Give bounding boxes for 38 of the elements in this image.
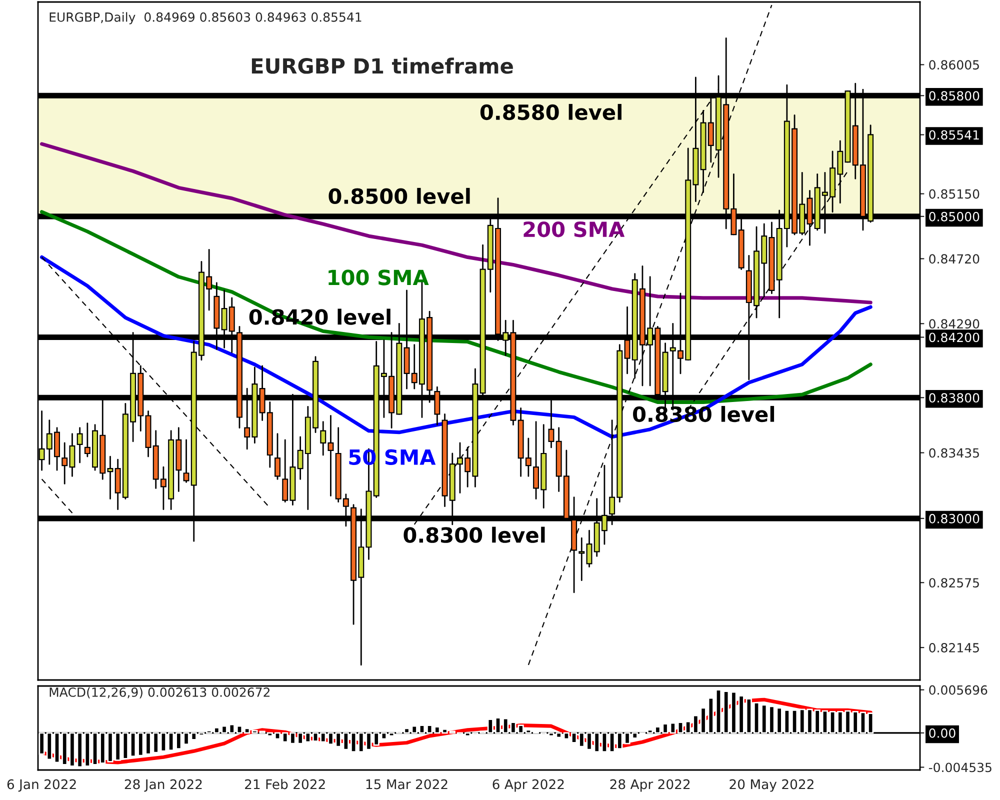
- y-tick-label: 0.85000: [929, 212, 980, 222]
- y-tick-label: 0.005696: [929, 685, 988, 695]
- y-tick-label: 0.86005: [929, 60, 979, 70]
- x-tick-label: 21 Feb 2022: [245, 779, 325, 790]
- text: EURGBP D1 timeframe: [252, 58, 513, 74]
- ref-line-label: 0.8300 level: [404, 526, 545, 543]
- candlestick: [76, 427, 83, 464]
- ref-line-label: 0.8500 level: [328, 188, 470, 204]
- y-tick-label: 0.85800: [929, 91, 980, 101]
- text: 100 SMA: [328, 270, 429, 286]
- line-series: [40, 210, 872, 404]
- y-tick-label: 0.82145: [929, 643, 979, 652]
- y-tick-label: 0.83800: [929, 393, 980, 403]
- x-tick-label: 6 Apr 2022: [492, 779, 564, 792]
- x-tick-label: 20 May 2022: [730, 779, 814, 792]
- y-tick-label: 0.82575: [929, 578, 979, 588]
- x-tick-label: 28 Jan 2022: [124, 779, 202, 792]
- x-tick-label: 15 Mar 2022: [366, 779, 448, 790]
- y-tick-label: 0.83000: [929, 514, 980, 524]
- y-tick-label: 0.85150: [929, 189, 980, 199]
- chart-title: MACD(12,26,9) 0.002613 0.002672: [50, 687, 270, 698]
- x-tick-label: 6 Jan 2022: [7, 779, 76, 792]
- y-tick-label: -0.004535: [928, 762, 992, 772]
- line-series: [40, 142, 872, 304]
- y-tick-label: 0.83435: [929, 448, 979, 458]
- y-tick-label: 0.00: [929, 728, 956, 738]
- line-series: [40, 255, 872, 439]
- x-tick-label: 28 Apr 2022: [610, 779, 690, 792]
- y-tick-label: 0.85541: [929, 130, 979, 140]
- y-tick-label: 0.84720: [929, 254, 980, 264]
- candlestick: [578, 537, 585, 582]
- ref-line-label: 0.8580 level: [480, 104, 622, 120]
- candlestick: [586, 530, 592, 568]
- series-label: 200 SMA: [524, 221, 625, 238]
- y-tick-label: 0.84200: [929, 332, 980, 342]
- candlestick: [274, 433, 280, 480]
- text: EURGBP,Daily 0.84969 0.85603 0.84963 0.85541: [50, 12, 362, 24]
- y-tick-label: 0.84290: [929, 319, 980, 329]
